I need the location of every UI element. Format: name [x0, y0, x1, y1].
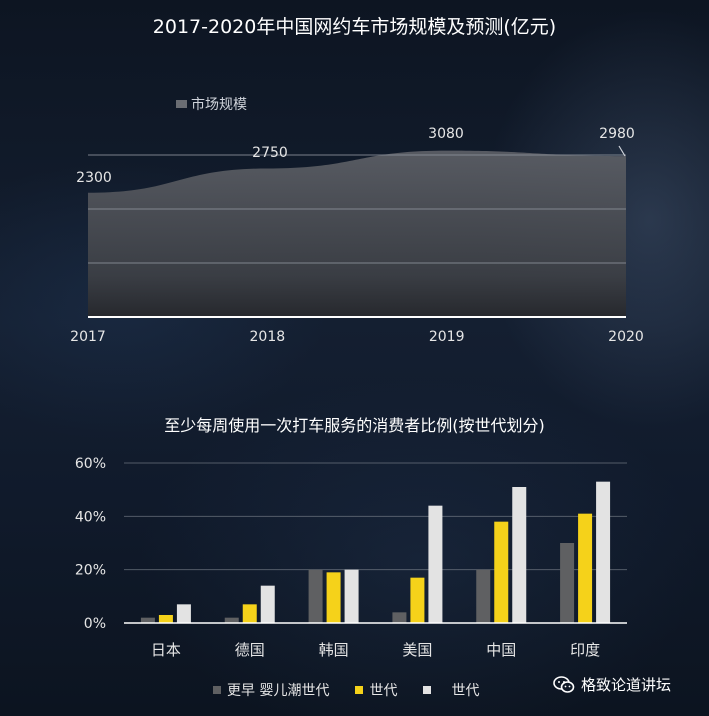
bar-2-1 — [260, 585, 275, 623]
chart2-ytick-label: 40% — [75, 509, 106, 525]
chart1-legend: 市场规模 — [176, 94, 247, 114]
chart1-data-label: 3080 — [428, 126, 464, 142]
brand-name: 格致论道讲坛 — [581, 676, 672, 694]
chart2-category-label: 中国 — [486, 641, 516, 659]
bar-2-0 — [176, 604, 191, 623]
brand-watermark: 格致论道讲坛 — [553, 674, 671, 695]
bar-1-2 — [326, 572, 341, 623]
chart2-category-label: 印度 — [570, 641, 600, 659]
bar-2-2 — [344, 569, 359, 623]
bar-1-5 — [578, 513, 593, 623]
chart1-label-leader — [618, 145, 626, 157]
chart1-data-label: 2750 — [252, 145, 288, 161]
legend-label-young: 世代 — [451, 683, 480, 699]
bar-1-1 — [242, 604, 257, 623]
legend-label-middle: 世代 — [369, 683, 398, 699]
bar-2-3 — [428, 505, 443, 623]
legend-item-older: 更早 婴儿潮世代 — [213, 680, 329, 700]
bar-1-4 — [494, 521, 509, 623]
bar-0-2 — [308, 569, 323, 623]
bar-0-0 — [140, 617, 155, 623]
bar-2-5 — [596, 481, 611, 623]
chart1-xtick-label: 2017 — [70, 329, 106, 345]
chart2-ytick-label: 0% — [84, 616, 106, 632]
chart1-legend-swatch — [176, 100, 187, 108]
chart1-title: 2017-2020年中国网约车市场规模及预测(亿元) — [152, 16, 557, 38]
bar-0-4 — [476, 569, 491, 623]
chart1-xtick-label: 2018 — [250, 329, 286, 345]
bar-0-3 — [392, 612, 407, 623]
legend-swatch-older — [213, 686, 221, 694]
chart1-area: 2017 2018 2019 2020 2300 2750 3080 2980 — [70, 126, 644, 345]
chart1-data-label: 2300 — [76, 170, 112, 186]
chart1-xtick-label: 2019 — [429, 329, 465, 345]
legend-label-older: 更早 婴儿潮世代 — [227, 683, 330, 699]
bar-0-5 — [560, 543, 575, 623]
chart2-category-label: 美国 — [402, 641, 432, 659]
wechat-icon — [553, 675, 575, 694]
bar-1-0 — [158, 615, 173, 623]
chart1-xtick-label: 2020 — [608, 329, 644, 345]
chart2-title: 至少每周使用一次打车服务的消费者比例(按世代划分) — [164, 416, 545, 435]
chart2-ytick-label: 20% — [75, 563, 106, 579]
legend-swatch-young — [423, 686, 432, 694]
chart1-legend-label: 市场规模 — [191, 97, 247, 113]
chart1-data-label: 2980 — [599, 126, 635, 142]
chart2-category-label: 韩国 — [319, 641, 349, 659]
bar-2-4 — [512, 487, 527, 623]
legend-swatch-middle — [355, 686, 364, 694]
chart2-category-label: 德国 — [235, 641, 265, 659]
market-size-area — [88, 150, 626, 317]
chart2-category-label: 日本 — [151, 641, 181, 659]
chart2-legend: 更早 婴儿潮世代 世代 世代 — [213, 680, 505, 700]
bar-0-1 — [224, 617, 239, 623]
legend-item-middle: 世代 — [355, 680, 397, 700]
chart2-ytick-label: 60% — [75, 456, 106, 472]
bar-1-3 — [410, 577, 425, 623]
legend-item-young: 世代 — [423, 680, 479, 700]
